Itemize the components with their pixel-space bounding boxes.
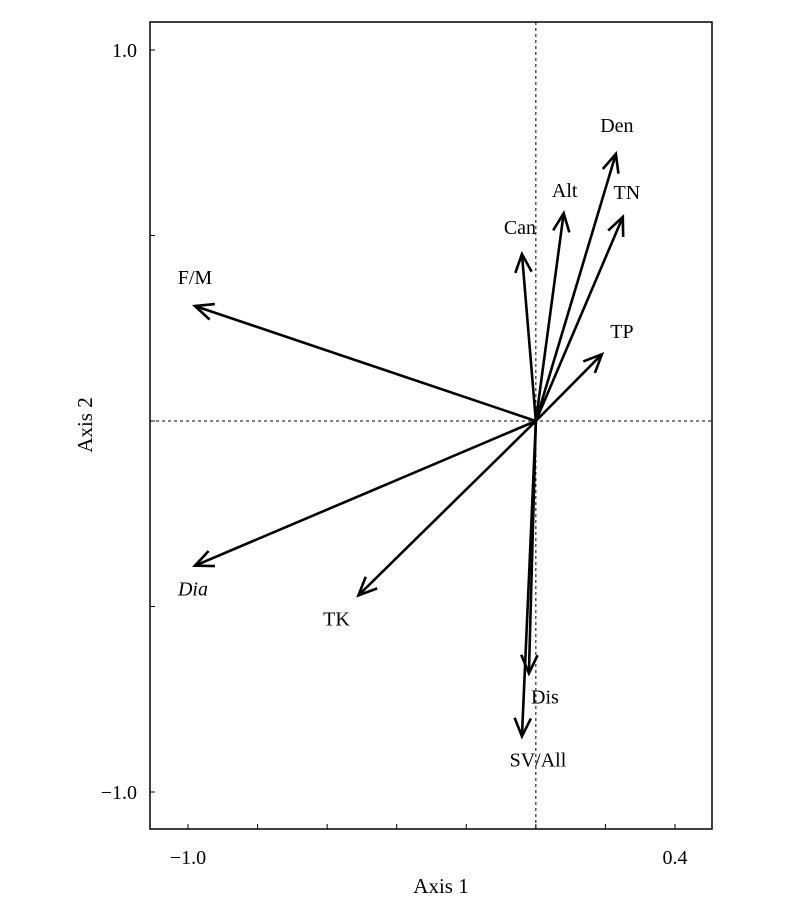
vector-label-tp: TP bbox=[610, 321, 633, 343]
vector-label-tn: TN bbox=[613, 182, 640, 204]
vector-label-f-m: F/M bbox=[178, 267, 213, 289]
vector-line-tk bbox=[357, 420, 537, 597]
arrowhead-tn bbox=[607, 214, 625, 237]
vector-sv-all bbox=[513, 420, 538, 740]
arrowhead-tk bbox=[356, 576, 378, 598]
vector-tn bbox=[534, 214, 625, 422]
vector-line-tp bbox=[534, 353, 603, 422]
y-tick-label: −1.0 bbox=[101, 782, 137, 804]
vector-tp bbox=[534, 351, 605, 422]
vector-label-can: Can bbox=[504, 217, 536, 239]
vector-line-can bbox=[520, 253, 538, 422]
vector-label-dia: Dia bbox=[177, 579, 208, 601]
y-tick-label: 1.0 bbox=[112, 40, 137, 62]
vector-tk bbox=[356, 420, 537, 598]
vector-label-alt: Alt bbox=[552, 180, 578, 202]
vector-label-tk: TK bbox=[323, 608, 350, 630]
arrowhead-den bbox=[601, 150, 620, 174]
vector-line-f-m bbox=[194, 304, 537, 423]
vector-line-tn bbox=[534, 216, 625, 422]
arrowhead-sv-all bbox=[513, 717, 533, 740]
vector-den bbox=[534, 150, 620, 422]
x-tick-label: −1.0 bbox=[170, 847, 206, 869]
plot-frame bbox=[149, 21, 713, 830]
vector-labels-group: Den TN Alt Can TP F/M Dia TK Dis SV/All bbox=[177, 115, 640, 771]
vector-alt bbox=[534, 210, 571, 422]
arrowhead-f-m bbox=[191, 302, 215, 321]
vectors-group bbox=[191, 150, 625, 740]
vector-label-den: Den bbox=[600, 115, 633, 137]
y-axis-title: Axis 2 bbox=[73, 397, 97, 452]
vector-line-alt bbox=[534, 213, 565, 422]
vector-line-den bbox=[534, 153, 618, 422]
vector-line-sv-all bbox=[520, 420, 538, 737]
vector-can bbox=[514, 250, 538, 422]
arrowhead-alt bbox=[552, 210, 571, 233]
arrowhead-tp bbox=[582, 351, 605, 374]
axis-tick-labels: −1.0 0.4 1.0 −1.0 bbox=[101, 40, 688, 869]
vector-line-dia bbox=[194, 419, 537, 567]
x-tick-label: 0.4 bbox=[663, 847, 688, 869]
vector-f-m bbox=[191, 302, 537, 423]
arrowhead-can bbox=[514, 250, 533, 274]
arrowhead-dis bbox=[520, 654, 539, 677]
vector-label-sv-all: SV/All bbox=[510, 749, 567, 771]
vector-dia bbox=[192, 419, 537, 568]
x-axis-title: Axis 1 bbox=[413, 874, 468, 898]
vector-label-dis: Dis bbox=[531, 686, 559, 708]
arrowhead-dia bbox=[192, 550, 215, 568]
axis-ticks bbox=[150, 49, 676, 829]
